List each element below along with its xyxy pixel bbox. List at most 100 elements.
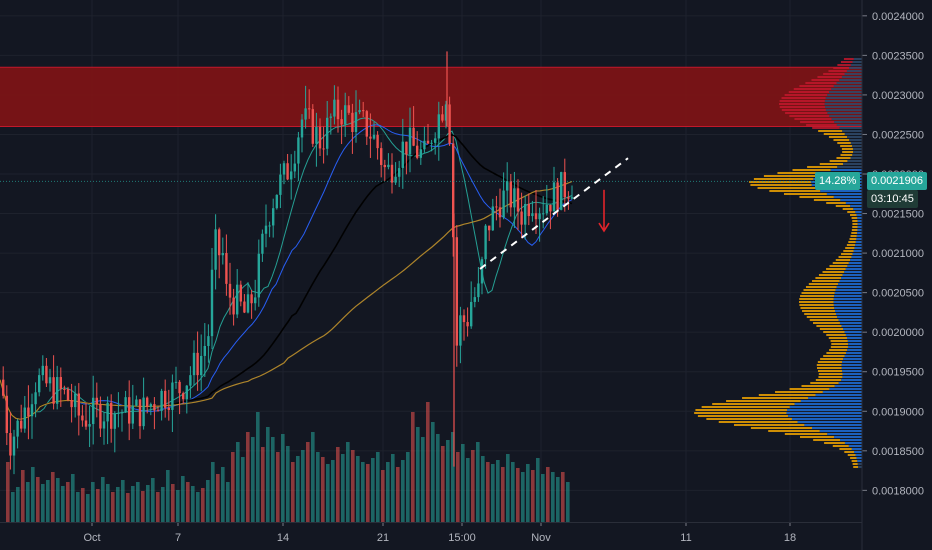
profile-bar-buy xyxy=(848,343,862,345)
volume-bar xyxy=(151,478,155,522)
profile-bar-sell xyxy=(851,229,858,231)
profile-bar-buy xyxy=(845,268,862,270)
candle-body xyxy=(423,140,426,150)
profile-bar-buy xyxy=(857,463,862,465)
profile-bar-buy xyxy=(847,136,862,138)
candle-body xyxy=(495,206,498,208)
candle-body xyxy=(488,225,491,231)
volume-bar xyxy=(446,440,450,522)
resistance-zone-rect xyxy=(0,67,862,127)
candle-body xyxy=(66,389,70,401)
change-badge: 14.28% xyxy=(815,172,861,190)
candle-body xyxy=(336,99,340,120)
profile-bar-buy xyxy=(835,289,862,291)
profile-bar-sell xyxy=(843,250,854,252)
volume-bar xyxy=(471,450,475,522)
profile-bar-sell xyxy=(801,385,835,387)
profile-bar-sell xyxy=(830,346,848,348)
volume-bar xyxy=(561,472,565,522)
candle-body xyxy=(171,382,174,410)
profile-bar-sell xyxy=(718,421,798,423)
volume-bar xyxy=(231,452,235,522)
volume-bar xyxy=(191,486,195,522)
volume-bar xyxy=(511,462,515,522)
volume-bar xyxy=(201,488,205,522)
profile-bar-sell xyxy=(840,154,853,156)
candle-body xyxy=(160,390,163,411)
volume-bar xyxy=(476,442,480,522)
volume-bar xyxy=(531,470,535,522)
candle-body xyxy=(405,141,408,155)
profile-bar-buy xyxy=(856,457,862,459)
volume-bar xyxy=(276,452,280,522)
profile-bar-sell xyxy=(828,70,847,72)
profile-bar-sell xyxy=(777,172,824,174)
x-tick-label: 7 xyxy=(175,532,181,544)
profile-bar-buy xyxy=(834,385,862,387)
y-tick-label: 0.0018500 xyxy=(872,446,924,458)
candle-body xyxy=(12,436,16,456)
ma-fast xyxy=(0,117,573,420)
volume-bar xyxy=(181,476,185,522)
profile-bar-buy xyxy=(855,244,862,246)
profile-bar-buy xyxy=(842,376,862,378)
profile-bar-buy xyxy=(855,241,862,243)
profile-bar-sell xyxy=(753,178,814,180)
candle-body xyxy=(408,127,412,155)
candle-body xyxy=(459,315,462,346)
profile-bar-sell xyxy=(831,343,849,345)
candle-body xyxy=(9,433,12,456)
candle-body xyxy=(142,397,145,427)
profile-bar-buy xyxy=(857,220,862,222)
profile-bar-sell xyxy=(847,454,856,456)
candle-body xyxy=(182,393,185,400)
volume-bar xyxy=(211,462,215,522)
volume-bar xyxy=(501,467,505,522)
volume-bar xyxy=(381,470,385,522)
profile-bar-buy xyxy=(804,424,862,426)
candle-body xyxy=(502,190,505,218)
profile-bar-sell xyxy=(812,322,840,324)
volume-bar xyxy=(416,427,420,522)
profile-bar-sell xyxy=(706,418,792,420)
profile-bar-sell xyxy=(816,325,842,327)
volume-profile xyxy=(694,58,862,468)
profile-bar-sell xyxy=(826,268,846,270)
profile-bar-sell xyxy=(799,196,834,198)
profile-bar-sell xyxy=(853,466,859,468)
candle-body xyxy=(120,412,124,414)
candle-body xyxy=(369,136,372,139)
ma-long xyxy=(0,180,573,420)
y-tick-label: 0.0019000 xyxy=(872,406,924,418)
profile-bar-sell xyxy=(852,220,858,222)
profile-bar-buy xyxy=(833,298,862,300)
candle-body xyxy=(110,402,113,429)
candle-body xyxy=(290,171,293,180)
profile-bar-buy xyxy=(838,319,862,321)
candle-body xyxy=(390,164,394,183)
volume-bar xyxy=(346,442,350,522)
profile-bar-sell xyxy=(810,382,839,384)
candle-body xyxy=(567,197,570,199)
profile-bar-sell xyxy=(734,424,805,426)
candle-body xyxy=(106,402,109,422)
profile-bar-sell xyxy=(826,334,846,336)
candle-body xyxy=(365,111,368,137)
profile-bar-sell xyxy=(823,73,845,75)
profile-bar-sell xyxy=(829,160,848,162)
candle-body xyxy=(34,392,37,405)
candle-body xyxy=(513,188,516,208)
profile-bar-buy xyxy=(841,367,862,369)
candle-body xyxy=(203,345,206,356)
volume-bar xyxy=(281,434,285,522)
profile-bar-buy xyxy=(845,352,862,354)
profile-bar-sell xyxy=(817,370,843,372)
profile-bar-buy xyxy=(827,433,862,435)
candles xyxy=(2,51,574,475)
profile-bar-buy xyxy=(842,370,862,372)
profile-bar-buy xyxy=(840,199,862,201)
profile-bar-buy xyxy=(852,253,862,255)
volume-bar xyxy=(26,482,30,522)
profile-bar-buy xyxy=(819,430,862,432)
